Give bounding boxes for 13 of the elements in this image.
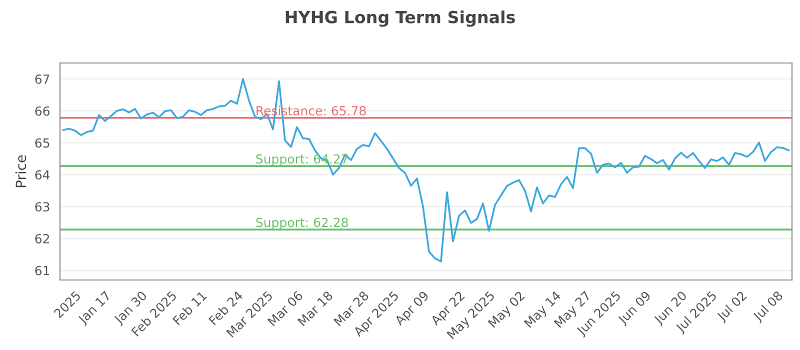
y-tick-label: 64 [35, 170, 50, 180]
line-series [62, 78, 790, 262]
x-tick-label: Jul 08 [752, 290, 785, 324]
y-tick-label: 63 [35, 202, 50, 212]
y-tick-label: 66 [35, 106, 50, 116]
y-tick-label: 65 [35, 138, 50, 148]
y-tick-label: 62 [35, 234, 50, 244]
y-tick-label: 61 [35, 266, 50, 276]
x-tick-label: Jul 02 [716, 290, 749, 324]
y-axis-title: Price [15, 155, 26, 188]
chart-title: HYHG Long Term Signals [286, 10, 515, 27]
y-tick-label: 67 [35, 74, 50, 84]
ref-line-label: Support: 62.28 [256, 218, 348, 230]
